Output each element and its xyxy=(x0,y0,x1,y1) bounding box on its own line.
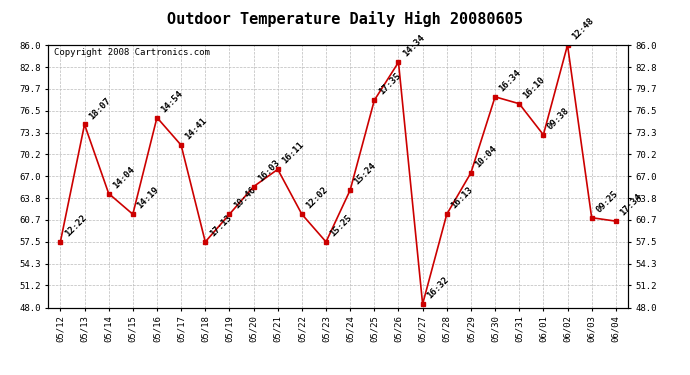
Text: 12:02: 12:02 xyxy=(304,185,330,211)
Text: Copyright 2008 Cartronics.com: Copyright 2008 Cartronics.com xyxy=(54,48,210,57)
Text: 10:46: 10:46 xyxy=(232,185,257,211)
Text: 17:35: 17:35 xyxy=(377,72,402,97)
Text: 14:19: 14:19 xyxy=(135,185,161,211)
Text: 17:13: 17:13 xyxy=(208,213,233,238)
Text: 16:03: 16:03 xyxy=(256,158,282,183)
Text: 09:25: 09:25 xyxy=(594,189,620,214)
Text: 10:04: 10:04 xyxy=(473,144,499,170)
Text: 16:32: 16:32 xyxy=(425,275,451,301)
Text: Outdoor Temperature Daily High 20080605: Outdoor Temperature Daily High 20080605 xyxy=(167,11,523,27)
Text: 12:22: 12:22 xyxy=(63,213,88,238)
Text: 16:13: 16:13 xyxy=(449,185,475,211)
Text: 15:25: 15:25 xyxy=(328,213,354,238)
Text: 17:34: 17:34 xyxy=(618,192,644,218)
Text: 16:10: 16:10 xyxy=(522,75,547,100)
Text: 12:48: 12:48 xyxy=(570,16,595,42)
Text: 15:24: 15:24 xyxy=(353,161,378,187)
Text: 16:11: 16:11 xyxy=(280,141,306,166)
Text: 14:41: 14:41 xyxy=(184,116,209,142)
Text: 09:38: 09:38 xyxy=(546,106,571,131)
Text: 18:07: 18:07 xyxy=(87,96,112,121)
Text: 14:54: 14:54 xyxy=(159,89,185,114)
Text: 14:04: 14:04 xyxy=(111,165,137,190)
Text: 14:34: 14:34 xyxy=(401,33,426,59)
Text: 16:34: 16:34 xyxy=(497,68,523,93)
